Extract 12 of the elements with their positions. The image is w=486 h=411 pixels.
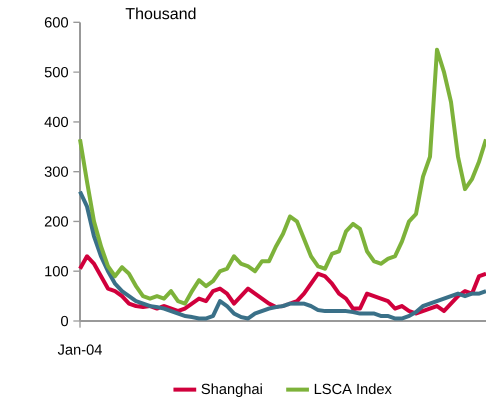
y-tick-label: 400 [44,116,68,128]
y-tick-label: 100 [45,266,68,276]
y-tick-label: 0 [61,316,68,326]
legend-label: Shanghai [202,383,262,398]
x-tick-label: Jan-04 [58,344,102,355]
y-tick-label: 500 [44,66,68,78]
y-tick-label: 300 [44,166,68,177]
legend-label: LSCA Index [314,383,392,394]
y-tick-label: 200 [44,216,68,227]
y-tick-label: 600 [44,17,68,28]
line-series [78,48,486,306]
y-axis-title: Thousand [126,8,196,20]
